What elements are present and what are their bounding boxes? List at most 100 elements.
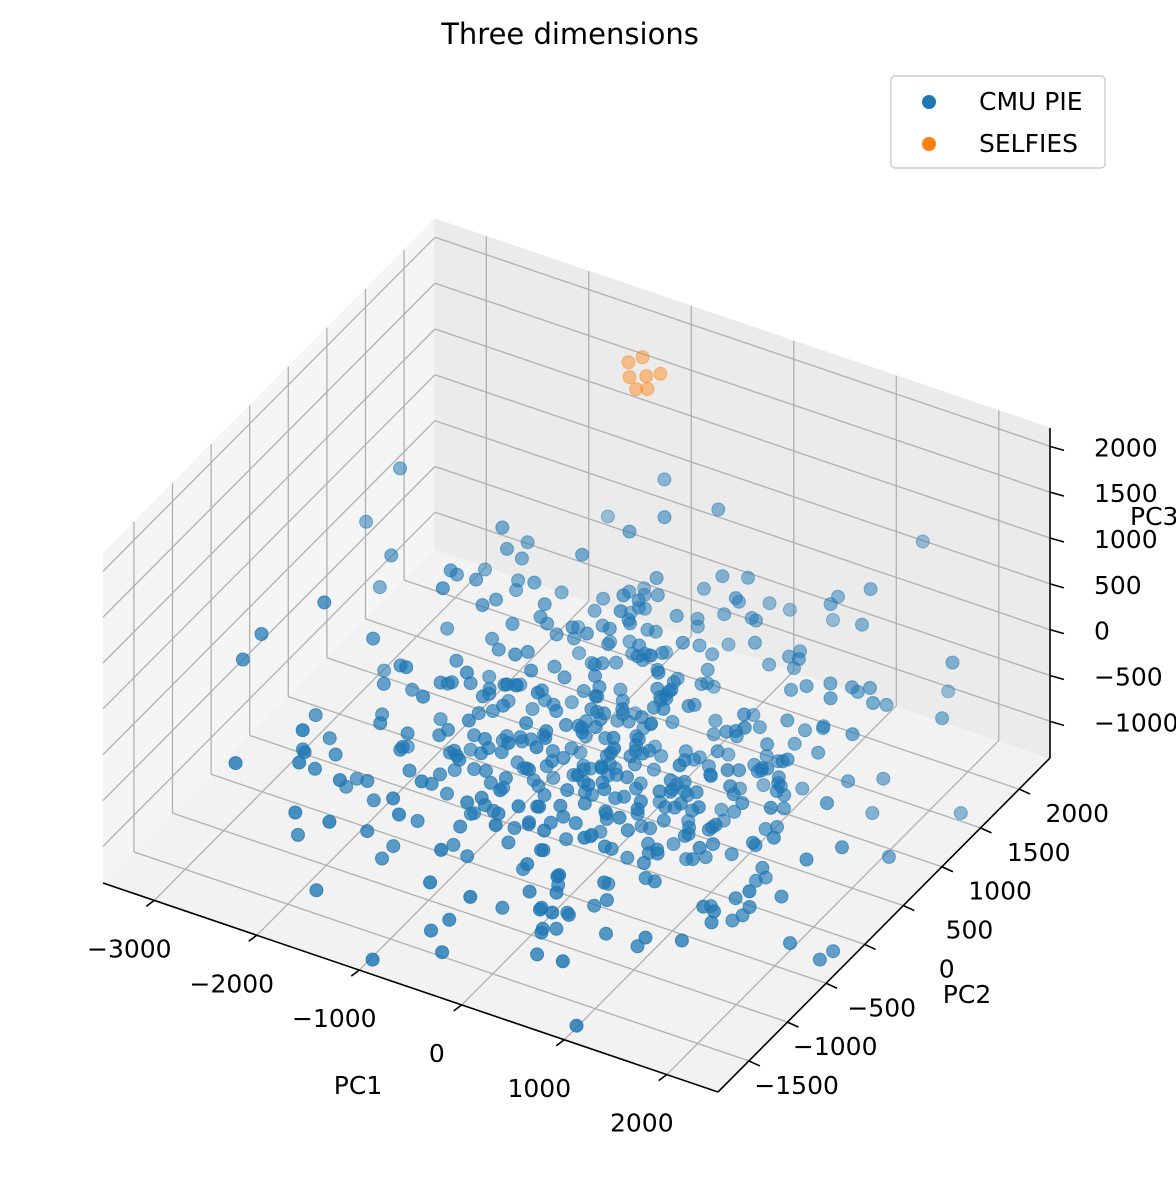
data-point [291, 827, 305, 842]
data-point [640, 622, 655, 637]
data-point [620, 770, 634, 785]
y-tick-mark [825, 982, 838, 989]
x-tick-mark [453, 1004, 463, 1012]
data-point [685, 803, 700, 818]
z-tick-label: −500 [1094, 663, 1163, 692]
data-point [423, 875, 438, 890]
data-point [650, 662, 665, 677]
data-point [460, 849, 475, 864]
y-tick-mark [748, 1060, 761, 1067]
data-point [653, 690, 668, 704]
grid-line-z-back [434, 465, 1051, 677]
data-point [799, 679, 814, 694]
data-point [650, 588, 665, 603]
data-point [677, 774, 692, 789]
data-point [308, 761, 322, 776]
data-point [721, 637, 736, 652]
data-point [762, 657, 777, 672]
data-point [520, 644, 535, 659]
data-point [658, 800, 673, 815]
data-point [744, 611, 759, 625]
data-point [375, 851, 389, 866]
data-point [467, 762, 482, 776]
data-point [561, 907, 576, 922]
data-point [735, 796, 750, 810]
data-point [729, 729, 744, 744]
data-point [784, 682, 798, 697]
data-point [787, 661, 801, 676]
y-tick-mark [902, 904, 915, 912]
y-axis-label: PC2 [943, 980, 991, 1009]
data-point [881, 849, 896, 864]
data-point [235, 652, 250, 667]
x-tick-label: 2000 [610, 1109, 674, 1138]
data-point [556, 809, 571, 824]
data-point [449, 567, 464, 582]
data-point [657, 472, 672, 487]
data-point [776, 801, 791, 816]
z-tick-mark [1049, 445, 1065, 452]
y-tick-label: −1500 [754, 1071, 839, 1100]
data-point [525, 702, 540, 716]
data-point [372, 580, 387, 595]
data-point [576, 684, 591, 698]
data-point [798, 723, 812, 738]
data-point [495, 520, 510, 535]
z-tick-mark [1049, 628, 1065, 635]
data-point [706, 679, 721, 694]
data-point [519, 761, 534, 776]
data-point [742, 884, 757, 899]
data-point [728, 591, 743, 606]
y-tick-label: 0 [939, 954, 955, 983]
data-point [514, 551, 529, 566]
data-point [475, 598, 490, 613]
z-tick-label: 0 [1094, 617, 1110, 646]
data-point [652, 784, 667, 799]
data-point [530, 799, 545, 814]
data-point [656, 813, 671, 828]
data-point [414, 774, 429, 789]
data-point [622, 634, 637, 649]
data-point [566, 768, 581, 782]
data-point [665, 715, 680, 729]
data-point [440, 676, 455, 691]
data-point [604, 841, 619, 856]
data-point [690, 619, 705, 634]
data-point [826, 944, 841, 959]
data-point [386, 839, 401, 854]
data-point [915, 534, 930, 549]
legend-marker-selfies [922, 137, 936, 151]
data-point [845, 680, 859, 695]
data-point [782, 602, 797, 617]
data-point [705, 820, 720, 835]
data-point [482, 681, 497, 696]
x-tick-label: −2000 [190, 969, 275, 998]
x-tick-mark [658, 1073, 668, 1082]
data-point [572, 646, 587, 661]
data-point [328, 747, 343, 762]
data-points [228, 350, 968, 1033]
data-point [524, 663, 539, 678]
data-point [717, 607, 732, 622]
data-point [622, 370, 637, 385]
data-point [773, 779, 788, 794]
data-point [595, 618, 610, 633]
data-point [680, 788, 695, 803]
x-axis-line [102, 882, 719, 1093]
data-point [620, 823, 635, 838]
data-point [653, 366, 668, 381]
data-point [529, 740, 544, 755]
data-point [706, 727, 721, 742]
data-point [410, 814, 425, 828]
data-point [599, 893, 614, 908]
data-point [537, 597, 552, 612]
data-point [549, 885, 564, 900]
data-point [228, 756, 243, 771]
data-point [416, 689, 431, 704]
legend-frame [890, 75, 1106, 169]
data-point [433, 767, 447, 782]
y-tick-mark [980, 827, 992, 834]
data-point [402, 763, 417, 778]
data-point [508, 647, 523, 662]
data-point [623, 749, 638, 764]
